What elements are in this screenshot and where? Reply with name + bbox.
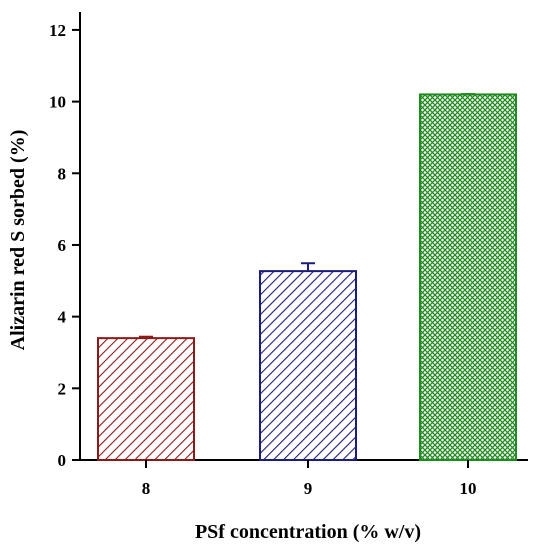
x-tick-label: 10 — [460, 479, 477, 498]
y-tick-label: 10 — [49, 93, 66, 112]
y-tick-label: 12 — [49, 21, 66, 40]
y-tick-label: 8 — [58, 164, 67, 183]
y-tick-label: 6 — [58, 236, 67, 255]
x-tick-label: 8 — [142, 479, 151, 498]
x-axis-title: PSf concentration (% w/v) — [195, 521, 421, 543]
bar-10 — [419, 93, 517, 461]
plot-area: 0 2 4 6 8 10 12 8 9 10 — [49, 12, 528, 498]
bar-8 — [97, 337, 195, 462]
y-tick-label: 4 — [58, 308, 67, 327]
y-axis-title: Alizarin red S sorbed (%) — [7, 130, 29, 351]
bar-9 — [259, 270, 357, 461]
y-tick-label: 0 — [58, 451, 67, 470]
x-tick-label: 9 — [304, 479, 313, 498]
y-tick-label: 2 — [58, 379, 67, 398]
